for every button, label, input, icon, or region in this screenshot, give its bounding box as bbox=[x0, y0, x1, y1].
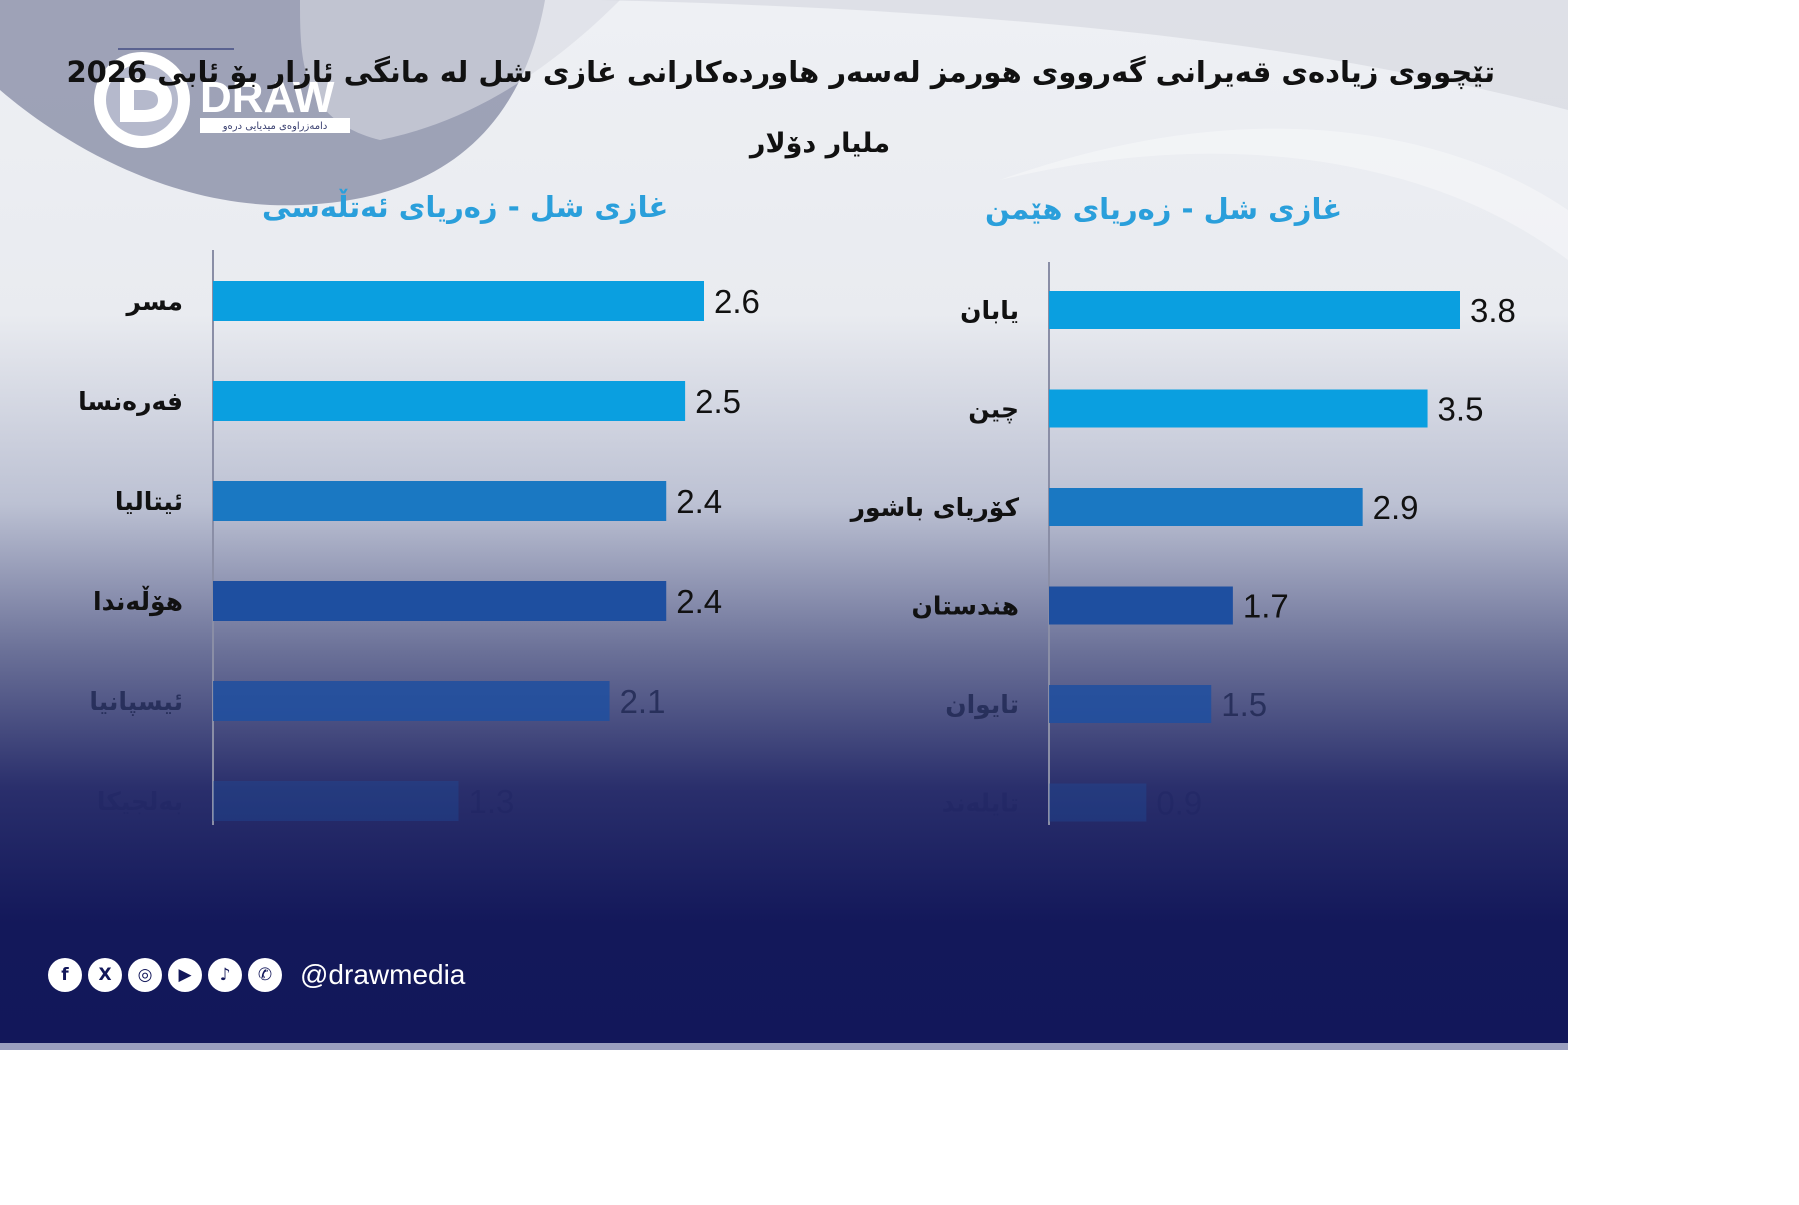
chart-1-value-label: 2.1 bbox=[620, 683, 666, 720]
chart-2-category-label: یابان bbox=[960, 296, 1019, 325]
chart-1-category-label: بەلجیکا bbox=[97, 787, 183, 816]
chart-2-value-label: 3.5 bbox=[1438, 391, 1484, 428]
bar-charts: 2.6 مسر 2.5 فەرەنسا 2.4 ئیتالیا 2.4 هۆڵەندا 2.1 ئ… bbox=[78, 250, 1516, 825]
bottom-bar bbox=[0, 1043, 1568, 1050]
chart-2-value-label: 1.5 bbox=[1221, 686, 1267, 723]
youtube-icon[interactable]: ▶ bbox=[168, 958, 202, 992]
chart-title: تێچووی زیادەی قەیرانی گەرووی هورمز لەسەر… bbox=[66, 55, 1495, 89]
chart-2-category-label: تایلەند bbox=[942, 789, 1019, 818]
chart-2-category-label: چین bbox=[968, 395, 1019, 425]
chart-1-value-label: 2.5 bbox=[695, 383, 741, 420]
social-handle[interactable]: @drawmedia bbox=[300, 959, 466, 990]
chart-1-bar bbox=[213, 481, 667, 521]
chart-1-category-label: مسر bbox=[125, 287, 183, 317]
chart-1-value-label: 2.4 bbox=[676, 483, 722, 520]
chart-2-category-label: تایوان bbox=[945, 690, 1019, 720]
chart-1-bar bbox=[213, 581, 667, 621]
logo-rule bbox=[118, 48, 234, 50]
chart-2-value-label: 0.9 bbox=[1156, 785, 1202, 822]
chart-2-bar bbox=[1049, 488, 1363, 526]
draw-logo: DRAW دامەزراوەی میدیایی درەو bbox=[94, 52, 350, 148]
chart-1-bar bbox=[213, 681, 610, 721]
chart-1-category-label: ئیسپانیا bbox=[89, 687, 183, 716]
chart-2-value-label: 1.7 bbox=[1243, 588, 1289, 625]
logo-tagline: دامەزراوەی میدیایی درەو bbox=[222, 121, 328, 132]
instagram-icon[interactable]: ◎ bbox=[128, 958, 162, 992]
chart-1-value-label: 1.3 bbox=[469, 783, 515, 820]
chart-1-value-label: 2.6 bbox=[714, 283, 760, 320]
tiktok-icon[interactable]: ♪ bbox=[208, 958, 242, 992]
chart-2-bar bbox=[1049, 586, 1233, 625]
chart-1-value-label: 2.4 bbox=[676, 583, 722, 620]
chart-1-bar bbox=[213, 281, 704, 321]
chart-2-value-label: 3.8 bbox=[1470, 292, 1516, 329]
facebook-icon[interactable]: f bbox=[48, 958, 82, 992]
chart-2-bar bbox=[1049, 783, 1147, 822]
whatsapp-icon[interactable]: ✆ bbox=[248, 958, 282, 992]
chart-2-category-label: کۆریای باشور bbox=[849, 493, 1020, 523]
chart-1-category-label: ئیتالیا bbox=[115, 487, 183, 516]
chart-subtitle: ملیار دۆلار bbox=[749, 128, 891, 159]
social-bar: f X ◎ ▶ ♪ ✆ @drawmedia bbox=[48, 958, 465, 992]
chart-2-value-label: 2.9 bbox=[1373, 489, 1419, 526]
chart-1-category-label: هۆڵەندا bbox=[93, 585, 183, 617]
chart-2-category-label: هندستان bbox=[912, 592, 1020, 621]
chart-2-bar bbox=[1049, 291, 1460, 329]
chart-2-bar bbox=[1049, 389, 1428, 428]
logo-brand-text: DRAW bbox=[200, 73, 335, 122]
chart-2-bar bbox=[1049, 685, 1212, 723]
left-panel-title: غازی شل - زەریای ئەتڵەسی bbox=[262, 190, 669, 224]
title-block: تێچووی زیادەی قەیرانی گەرووی هورمز لەسەر… bbox=[66, 55, 1495, 89]
background-swoosh bbox=[0, 0, 1568, 206]
chart-1-bar bbox=[213, 381, 686, 421]
right-panel-title: غازی شل - زەریای هێمن bbox=[985, 192, 1343, 226]
x-icon[interactable]: X bbox=[88, 958, 122, 992]
chart-1-bar bbox=[213, 781, 459, 821]
chart-1-category-label: فەرەنسا bbox=[78, 387, 183, 416]
